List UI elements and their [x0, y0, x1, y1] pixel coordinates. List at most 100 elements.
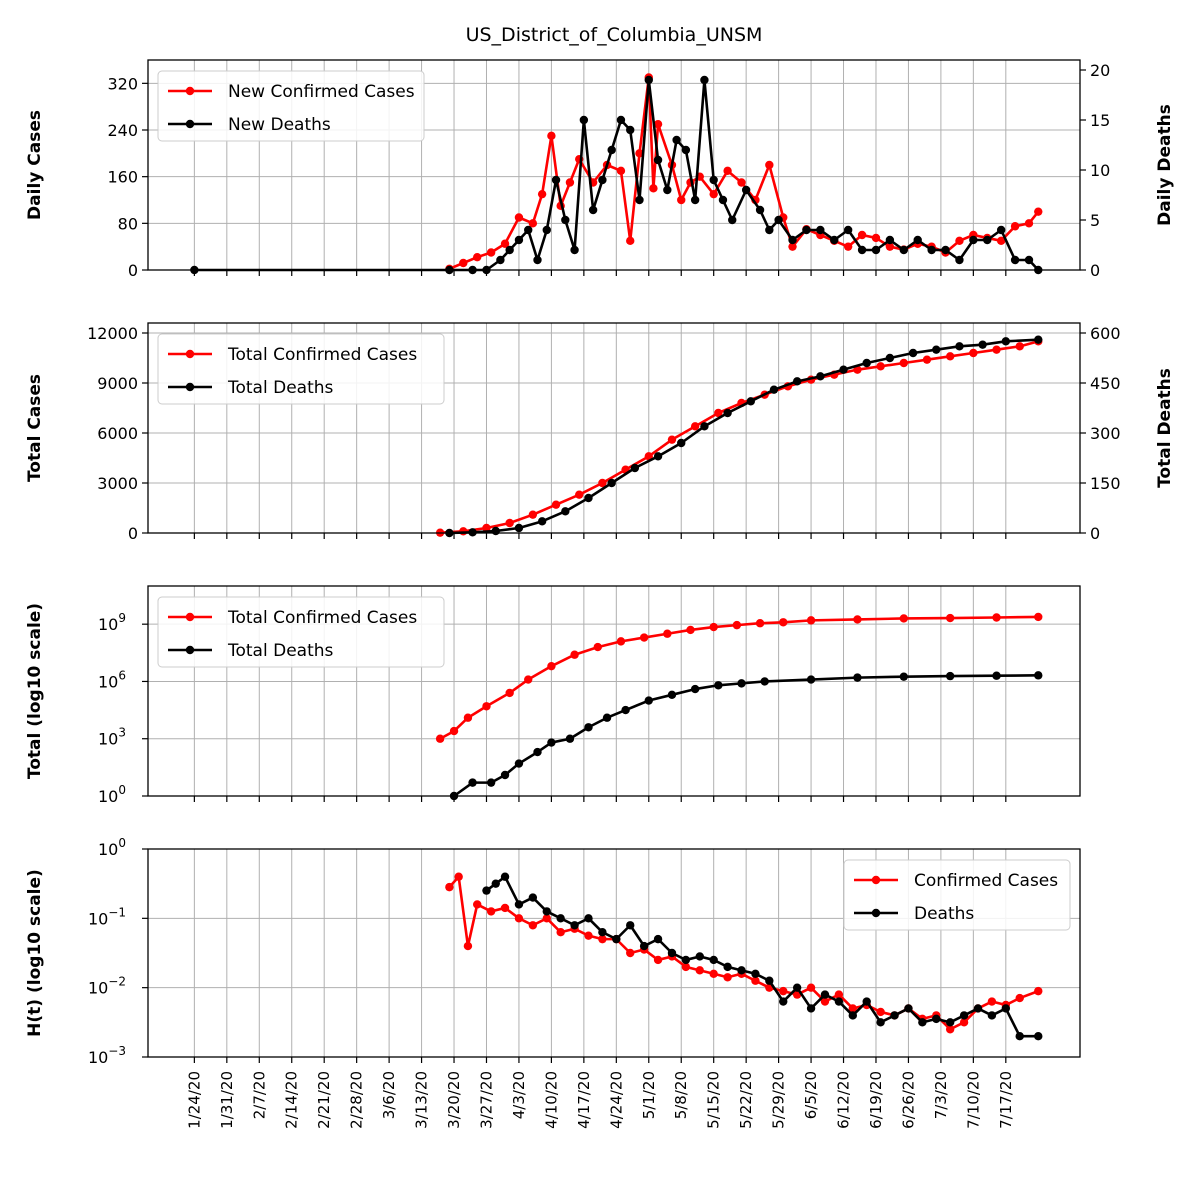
data-point [941, 245, 950, 255]
y-tick-exponent: −3 [108, 1044, 126, 1058]
data-point [584, 493, 593, 503]
data-point [955, 236, 964, 246]
y-tick-exponent: −1 [108, 905, 126, 919]
data-point [709, 189, 718, 199]
data-point [700, 75, 709, 85]
data-point [899, 245, 909, 255]
x-tick-label: 2/7/20 [250, 1071, 268, 1119]
legend-label: New Confirmed Cases [228, 82, 415, 102]
x-tick-label: 3/6/20 [380, 1071, 398, 1119]
x-tick-label: 6/26/20 [899, 1071, 917, 1129]
legend-label: Total Deaths [227, 641, 334, 661]
data-point [505, 245, 514, 255]
data-point [690, 195, 700, 205]
data-point [843, 242, 853, 251]
data-point [491, 526, 500, 536]
data-point [463, 941, 473, 951]
data-point [445, 882, 454, 892]
y2-tick-label: 0 [1090, 261, 1100, 280]
data-point [681, 145, 691, 155]
legend-label: Deaths [914, 904, 974, 924]
data-point [945, 613, 955, 623]
chart-title: US_District_of_Columbia_UNSM [466, 24, 763, 46]
data-point [570, 921, 579, 930]
data-point [468, 778, 477, 787]
data-point [890, 1011, 899, 1020]
data-point [806, 1004, 816, 1013]
y-tick-label: 103 [98, 726, 126, 749]
legend-box [157, 596, 445, 668]
data-point [626, 125, 635, 135]
data-point [653, 955, 663, 965]
data-point [876, 1018, 885, 1027]
data-point [1015, 993, 1024, 1003]
data-point [667, 948, 677, 958]
panel-4: 10−3 10−2 10−1 100 H(t) (log10 scale) Confirm… [25, 836, 1081, 1067]
data-point [987, 1011, 997, 1020]
grid: 100 103 106 109 [98, 586, 1080, 806]
data-point [677, 195, 686, 205]
series-1 [445, 73, 1043, 274]
data-point [551, 500, 561, 509]
x-tick-label: 3/13/20 [413, 1071, 431, 1129]
data-point [672, 135, 681, 145]
data-point [626, 921, 635, 930]
data-point [667, 435, 677, 444]
axes-frame [147, 322, 1081, 534]
data-point [621, 705, 630, 715]
legend: Total Confirmed Cases Total Deaths [157, 596, 445, 668]
data-point [857, 230, 867, 240]
y2-tick-label: 300 [1090, 424, 1121, 443]
data-point [755, 205, 765, 215]
data-point [1024, 219, 1034, 228]
data-point [709, 175, 718, 185]
x-tick-label: 5/29/20 [770, 1071, 788, 1129]
data-point [663, 185, 672, 195]
data-point [978, 340, 987, 349]
data-point [473, 252, 482, 262]
y-tick-label: 6000 [97, 424, 138, 443]
data-point [788, 235, 797, 245]
x-tick-label: 5/22/20 [737, 1071, 755, 1129]
data-point [570, 245, 579, 255]
data-point [723, 166, 732, 176]
legend-label: Total Confirmed Cases [227, 608, 417, 628]
data-point [1034, 612, 1043, 622]
panel-3: 100 103 106 109 Total (log10 scale) Total Con… [25, 585, 1081, 806]
data-point [533, 747, 542, 757]
y-tick-label: 0 [128, 524, 138, 543]
y-tick-label: 100 [98, 836, 126, 859]
data-point [899, 672, 909, 681]
data-point [830, 235, 839, 245]
x-tick-label: 6/19/20 [867, 1071, 885, 1129]
data-point [709, 955, 718, 965]
data-point [932, 1014, 941, 1024]
data-point [1034, 671, 1043, 680]
data-point [788, 242, 797, 251]
data-point [723, 962, 732, 972]
data-point [1024, 255, 1034, 265]
data-point [547, 738, 556, 747]
data-point [644, 452, 653, 461]
data-point [626, 948, 635, 958]
data-point [959, 1018, 969, 1027]
data-point [616, 637, 626, 646]
data-point [945, 1018, 955, 1027]
y2-tick-label: 0 [1090, 524, 1100, 543]
y2-tick-label: 20 [1090, 61, 1110, 80]
data-point [514, 523, 524, 533]
data-point [718, 195, 728, 205]
x-tick-label: 1/24/20 [185, 1071, 203, 1129]
panel-1: 0 80 160 240 320 0 5 10 15 20 Daily Cases Daily Dea… [25, 24, 1175, 280]
data-point [463, 713, 473, 722]
y2-tick-label: 15 [1090, 111, 1110, 130]
x-tick-label: 4/17/20 [575, 1071, 593, 1129]
data-point [584, 723, 593, 732]
data-point [959, 1011, 969, 1020]
data-point [584, 931, 593, 940]
x-tick-label: 7/10/20 [964, 1071, 982, 1129]
data-point [769, 385, 779, 394]
y-tick-label: 10−1 [88, 905, 126, 928]
data-point [885, 242, 895, 251]
